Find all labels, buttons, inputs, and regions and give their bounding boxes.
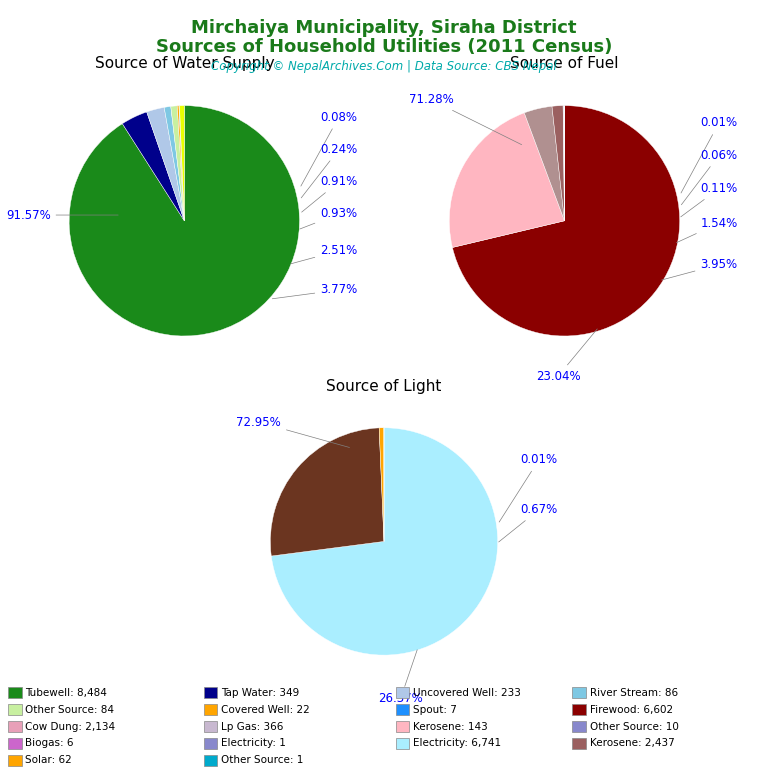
Text: 1.54%: 1.54% xyxy=(677,217,738,243)
Text: Biogas: 6: Biogas: 6 xyxy=(25,738,74,749)
Text: Other Source: 1: Other Source: 1 xyxy=(221,755,303,766)
Text: Sources of Household Utilities (2011 Census): Sources of Household Utilities (2011 Cen… xyxy=(156,38,612,56)
Text: Spout: 7: Spout: 7 xyxy=(413,704,457,715)
Text: 2.51%: 2.51% xyxy=(290,244,358,264)
Text: 0.67%: 0.67% xyxy=(498,503,558,542)
Text: 72.95%: 72.95% xyxy=(237,415,349,448)
Text: 23.04%: 23.04% xyxy=(536,329,598,382)
Text: 0.24%: 0.24% xyxy=(301,143,358,198)
Wedge shape xyxy=(69,105,300,336)
Wedge shape xyxy=(164,107,184,221)
Text: 71.28%: 71.28% xyxy=(409,94,521,144)
Wedge shape xyxy=(170,106,184,221)
Text: Covered Well: 22: Covered Well: 22 xyxy=(221,704,310,715)
Text: Copyright © NepalArchives.Com | Data Source: CBS Nepal: Copyright © NepalArchives.Com | Data Sou… xyxy=(211,60,557,73)
Text: 3.95%: 3.95% xyxy=(661,258,737,280)
Text: 0.91%: 0.91% xyxy=(302,175,358,212)
Text: Uncovered Well: 233: Uncovered Well: 233 xyxy=(413,687,521,698)
Wedge shape xyxy=(122,112,184,221)
Wedge shape xyxy=(552,106,564,221)
Text: Solar: 62: Solar: 62 xyxy=(25,755,72,766)
Wedge shape xyxy=(180,105,184,221)
Text: Tubewell: 8,484: Tubewell: 8,484 xyxy=(25,687,108,698)
Title: Source of Light: Source of Light xyxy=(326,379,442,394)
Text: 0.11%: 0.11% xyxy=(680,182,738,217)
Text: 0.01%: 0.01% xyxy=(681,117,737,193)
Wedge shape xyxy=(147,108,184,221)
Wedge shape xyxy=(271,428,498,655)
Wedge shape xyxy=(563,106,564,221)
Wedge shape xyxy=(179,106,184,221)
Text: 3.77%: 3.77% xyxy=(273,283,358,299)
Text: 0.08%: 0.08% xyxy=(301,111,357,186)
Wedge shape xyxy=(270,428,384,556)
Text: Other Source: 84: Other Source: 84 xyxy=(25,704,114,715)
Text: Lp Gas: 366: Lp Gas: 366 xyxy=(221,721,283,732)
Text: Cow Dung: 2,134: Cow Dung: 2,134 xyxy=(25,721,115,732)
Text: 0.93%: 0.93% xyxy=(300,207,357,229)
Wedge shape xyxy=(379,428,384,541)
Text: 0.01%: 0.01% xyxy=(499,453,558,522)
Title: Source of Fuel: Source of Fuel xyxy=(510,57,619,71)
Wedge shape xyxy=(525,106,564,221)
Text: Mirchaiya Municipality, Siraha District: Mirchaiya Municipality, Siraha District xyxy=(191,19,577,37)
Wedge shape xyxy=(177,106,184,221)
Text: Other Source: 10: Other Source: 10 xyxy=(590,721,679,732)
Text: 0.06%: 0.06% xyxy=(681,149,737,205)
Text: Electricity: 6,741: Electricity: 6,741 xyxy=(413,738,502,749)
Text: Kerosene: 2,437: Kerosene: 2,437 xyxy=(590,738,674,749)
Wedge shape xyxy=(452,105,680,336)
Text: Tap Water: 349: Tap Water: 349 xyxy=(221,687,300,698)
Wedge shape xyxy=(449,113,564,247)
Text: 26.37%: 26.37% xyxy=(379,650,423,705)
Text: Firewood: 6,602: Firewood: 6,602 xyxy=(590,704,673,715)
Title: Source of Water Supply: Source of Water Supply xyxy=(94,57,274,71)
Text: Kerosene: 143: Kerosene: 143 xyxy=(413,721,488,732)
Text: 91.57%: 91.57% xyxy=(5,209,118,221)
Text: Electricity: 1: Electricity: 1 xyxy=(221,738,286,749)
Text: River Stream: 86: River Stream: 86 xyxy=(590,687,678,698)
